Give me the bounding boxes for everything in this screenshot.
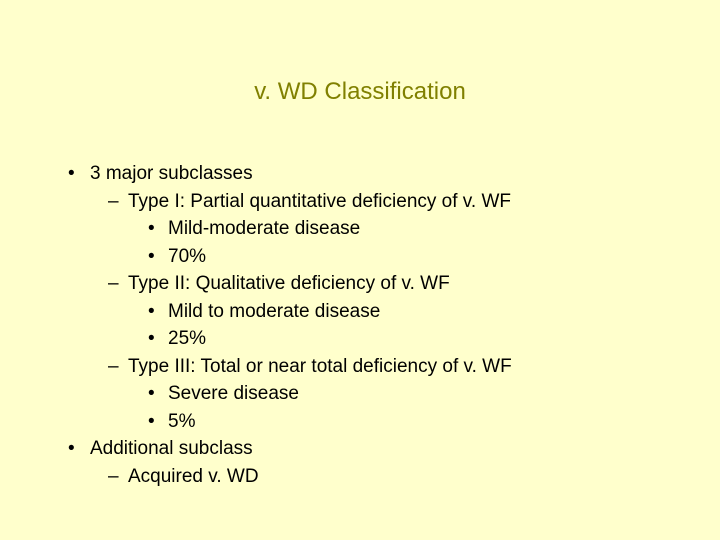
bullet-type3: Type III: Total or near total deficiency… — [50, 353, 670, 381]
bullet-type2: Type II: Qualitative deficiency of v. WF — [50, 270, 670, 298]
bullet-additional-subclass: Additional subclass — [50, 435, 670, 463]
bullet-major-subclasses: 3 major subclasses — [50, 160, 670, 188]
bullet-type3-percent: 5% — [50, 408, 670, 436]
slide-title: v. WD Classification — [0, 78, 720, 106]
bullet-type3-severity: Severe disease — [50, 380, 670, 408]
slide: v. WD Classification 3 major subclasses … — [0, 0, 720, 540]
bullet-type1: Type I: Partial quantitative deficiency … — [50, 188, 670, 216]
bullet-type1-severity: Mild-moderate disease — [50, 215, 670, 243]
bullet-type1-percent: 70% — [50, 243, 670, 271]
bullet-list: 3 major subclasses Type I: Partial quant… — [50, 160, 670, 491]
slide-body: 3 major subclasses Type I: Partial quant… — [50, 160, 670, 491]
bullet-type2-severity: Mild to moderate disease — [50, 298, 670, 326]
bullet-type2-percent: 25% — [50, 325, 670, 353]
bullet-acquired: Acquired v. WD — [50, 463, 670, 491]
